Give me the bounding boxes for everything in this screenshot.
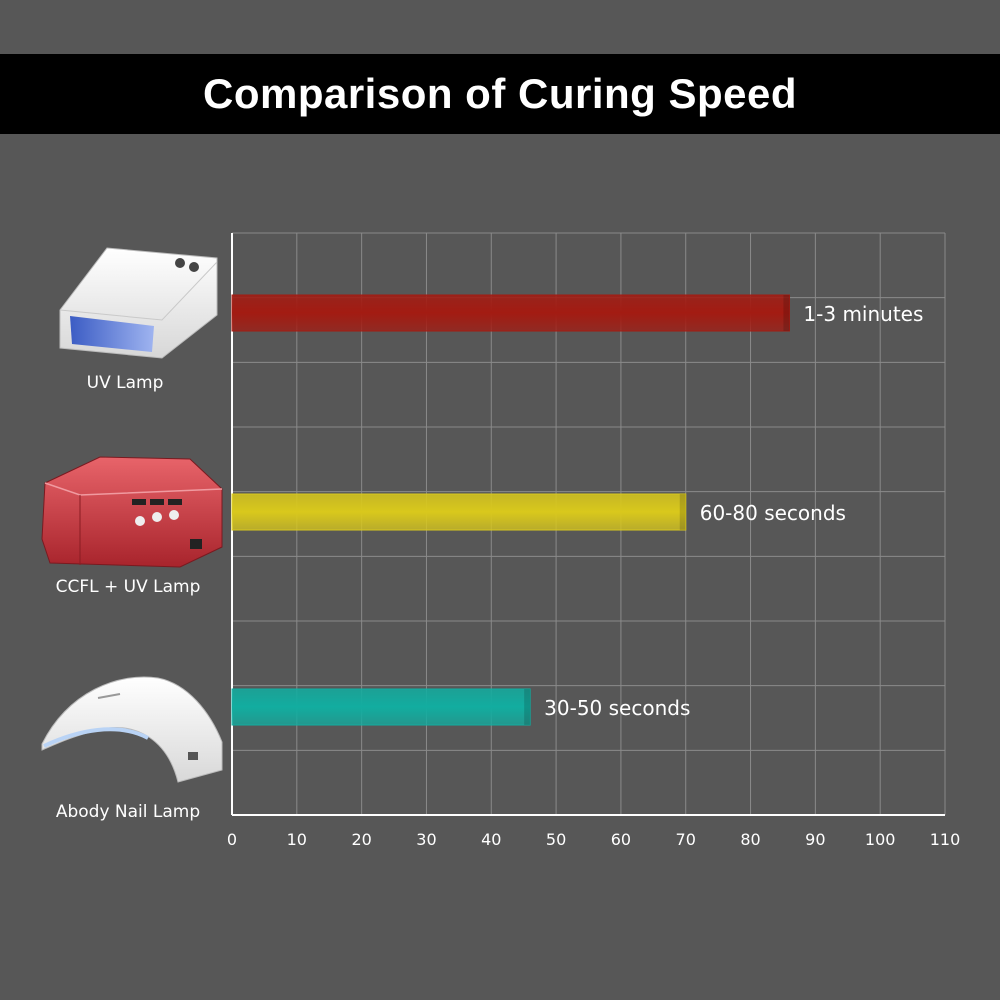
bar-2 <box>231 688 531 726</box>
chart-title: Comparison of Curing Speed <box>202 70 798 117</box>
x-tick-label: 10 <box>287 830 307 849</box>
x-tick-label: 0 <box>227 830 237 849</box>
data-label: 30-50 seconds <box>544 696 690 720</box>
x-tick-label: 70 <box>676 830 696 849</box>
bar-edge-shade <box>783 295 790 331</box>
title-bar: Comparison of Curing Speed <box>0 54 1000 134</box>
bar-0 <box>231 294 790 332</box>
x-tick-label: 50 <box>546 830 566 849</box>
x-tick-label: 40 <box>481 830 501 849</box>
bar-edge-shade <box>524 689 531 725</box>
category-label-uv-lamp: UV Lamp <box>86 373 164 393</box>
category-label-ccfl-uv-lamp: CCFL + UV Lamp <box>55 577 201 597</box>
category-label-abody-nail-lamp: Abody Nail Lamp <box>55 802 201 822</box>
uv-lamp-icon <box>59 247 218 359</box>
ccfl-uv-lamp-icon <box>41 456 223 568</box>
data-label: 1-3 minutes <box>803 302 923 326</box>
x-tick-label: 30 <box>416 830 436 849</box>
data-label: 60-80 seconds <box>700 501 846 525</box>
x-tick-label: 20 <box>351 830 371 849</box>
x-tick-label: 100 <box>865 830 896 849</box>
x-tick-label: 110 <box>930 830 961 849</box>
x-tick-label: 60 <box>611 830 631 849</box>
bar-1 <box>231 493 687 531</box>
x-tick-label: 80 <box>740 830 760 849</box>
bar-edge-shade <box>679 494 686 530</box>
abody-nail-lamp-icon <box>41 676 223 783</box>
x-tick-label: 90 <box>805 830 825 849</box>
